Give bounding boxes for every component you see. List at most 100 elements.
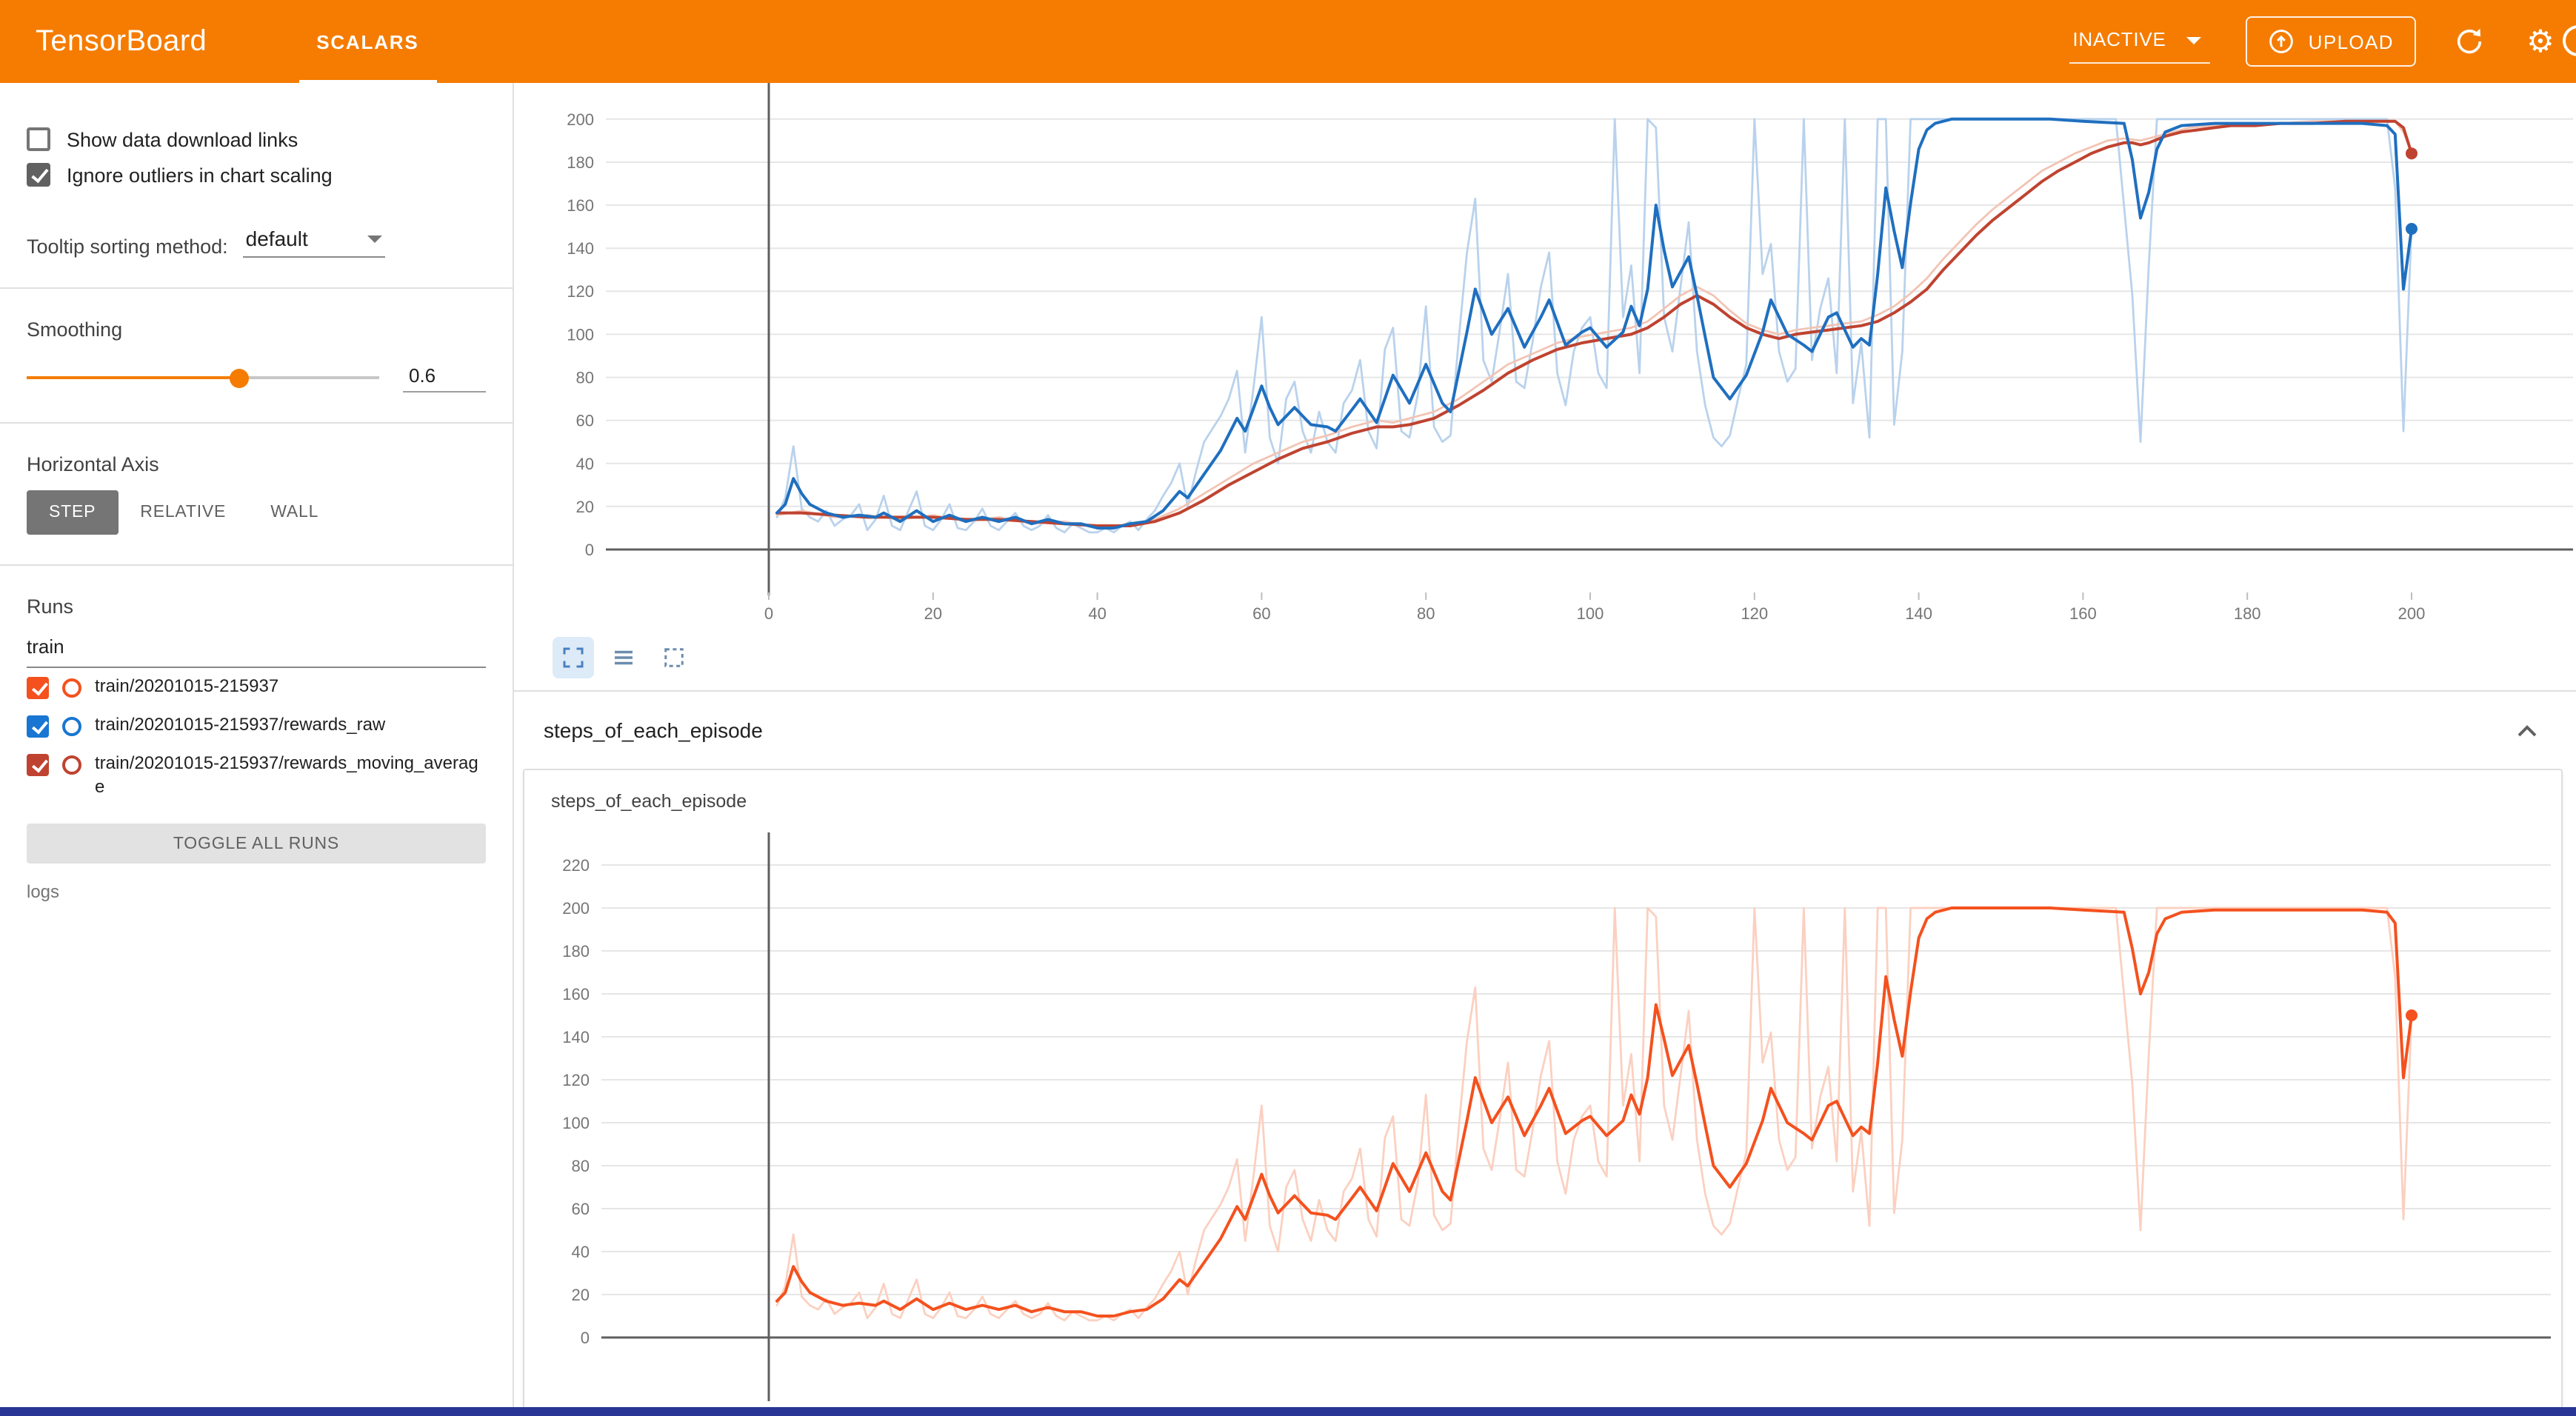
bottom-bar (0, 1407, 2576, 1416)
run-checkbox[interactable] (27, 677, 49, 699)
y-tick-label: 120 (567, 282, 594, 301)
chart-toolbar (514, 637, 2576, 678)
series-line (775, 906, 2413, 1318)
horizontal-axis-label: Horizontal Axis (27, 453, 159, 475)
table-lines-icon (615, 650, 633, 665)
y-tick-label: 120 (562, 1071, 590, 1089)
ignore-outliers-label: Ignore outliers in chart scaling (67, 164, 333, 186)
chart-title: steps_of_each_episode (551, 791, 747, 812)
y-tick-label: 180 (567, 153, 594, 172)
y-tick-label: 20 (576, 498, 594, 516)
x-tick-label: 40 (1088, 604, 1106, 623)
y-tick-label: 200 (567, 110, 594, 129)
smoothing-label: Smoothing (27, 318, 123, 341)
status-dropdown[interactable]: INACTIVE (2069, 19, 2211, 64)
run-color-swatch (62, 717, 81, 736)
status-label: INACTIVE (2072, 28, 2166, 50)
ignore-outliers-checkbox[interactable] (27, 163, 50, 187)
run-row[interactable]: train/20201015-215937/rewards_moving_ave… (0, 745, 513, 806)
y-tick-label: 140 (562, 1028, 590, 1046)
axis-step-button[interactable]: STEP (27, 490, 119, 535)
fit-to-data-icon (664, 648, 684, 667)
y-tick-label: 20 (572, 1286, 590, 1304)
show-download-links-checkbox[interactable] (27, 127, 50, 151)
sidebar-divider (0, 422, 513, 424)
tooltip-sorting-select[interactable]: default (242, 225, 385, 258)
run-row[interactable]: train/20201015-215937 (0, 668, 513, 707)
x-tick-label: 180 (2234, 604, 2261, 623)
chevron-down-icon (2186, 37, 2202, 44)
x-tick-label: 120 (1741, 604, 1768, 623)
run-row[interactable]: train/20201015-215937/rewards_raw (0, 707, 513, 745)
series-line (775, 119, 2413, 527)
run-checkbox[interactable] (27, 715, 49, 738)
y-tick-label: 100 (567, 325, 594, 344)
upload-label: UPLOAD (2308, 30, 2394, 53)
ignore-outliers-row[interactable]: Ignore outliers in chart scaling (0, 157, 513, 193)
y-tick-label: 140 (567, 239, 594, 258)
rewards-chart[interactable]: 0 20 40 60 80 100 120 140 160 180 200 0 20 40 60 80 100 1… (514, 83, 2576, 634)
series-line (775, 118, 2413, 534)
y-tick-label: 180 (562, 942, 590, 961)
run-label: train/20201015-215937/rewards_moving_ave… (95, 752, 478, 797)
tab-scalars[interactable]: SCALARS (284, 0, 451, 83)
upload-button[interactable]: UPLOAD (2246, 16, 2416, 67)
runs-label: Runs (27, 595, 74, 618)
slider-fill (27, 375, 238, 378)
fit-domain-button[interactable] (653, 637, 695, 678)
toggle-all-runs-button[interactable]: TOGGLE ALL RUNS (27, 824, 486, 864)
horizontal-axis-toggle: STEP RELATIVE WALL (0, 490, 513, 535)
header-actions: INACTIVE UPLOAD ⚙ (2069, 16, 2576, 67)
tag-group-header[interactable]: steps_of_each_episode (514, 692, 2576, 769)
y-tick-label: 200 (562, 899, 590, 918)
endpoint-marker (2406, 223, 2417, 235)
x-tick-label: 140 (1905, 604, 1932, 623)
x-tick-label: 200 (2398, 604, 2426, 623)
show-download-links-label: Show data download links (67, 128, 298, 150)
sidebar-divider (0, 287, 513, 289)
show-download-links-row[interactable]: Show data download links (0, 121, 513, 157)
main-divider (514, 690, 2576, 692)
gear-icon: ⚙ (2526, 24, 2555, 59)
y-tick-label: 0 (581, 1329, 590, 1347)
sidebar: Show data download links Ignore outliers… (0, 83, 514, 1416)
refresh-button[interactable] (2452, 24, 2487, 59)
app-header: TensorBoard SCALARS INACTIVE UPLOAD (0, 0, 2576, 83)
y-tick-label: 220 (562, 856, 590, 875)
run-label: train/20201015-215937 (95, 675, 279, 696)
data-table-button[interactable] (603, 637, 644, 678)
main-content: 0 20 40 60 80 100 120 140 160 180 200 0 20 40 60 80 100 1… (514, 83, 2576, 1416)
expand-chart-button[interactable] (553, 637, 594, 678)
smoothing-value-input[interactable]: 0.6 (403, 361, 486, 393)
axis-wall-button[interactable]: WALL (270, 504, 319, 521)
y-tick-label: 160 (567, 196, 594, 215)
tooltip-sorting-value: default (245, 227, 308, 250)
runs-filter-input[interactable] (27, 629, 486, 668)
y-tick-label: 60 (572, 1200, 590, 1218)
upload-icon (2269, 30, 2294, 53)
y-tick-label: 160 (562, 985, 590, 1003)
endpoint-marker (2406, 147, 2417, 160)
y-tick-label: 60 (576, 412, 594, 430)
chevron-down-icon (367, 235, 382, 242)
y-tick-label: 80 (572, 1157, 590, 1175)
x-tick-label: 80 (1417, 604, 1435, 623)
sidebar-divider (0, 564, 513, 566)
smoothing-slider[interactable] (27, 367, 379, 387)
x-tick-label: 60 (1252, 604, 1270, 623)
steps-chart[interactable]: 0 20 40 60 80 100 120 140 160 180 200 220 (524, 821, 2561, 1401)
slider-thumb[interactable] (229, 368, 249, 387)
tag-group-title: steps_of_each_episode (544, 718, 763, 742)
axis-relative-button[interactable]: RELATIVE (140, 504, 227, 521)
series-line (775, 906, 2413, 1322)
chevron-up-icon[interactable] (2517, 724, 2537, 737)
endpoint-marker (2406, 1009, 2417, 1021)
y-tick-label: 0 (585, 541, 594, 559)
run-checkbox[interactable] (27, 754, 49, 776)
tooltip-sorting-label: Tooltip sorting method: (27, 236, 228, 258)
run-color-swatch (62, 755, 81, 775)
y-tick-label: 80 (576, 369, 594, 387)
settings-button[interactable]: ⚙ (2523, 24, 2558, 59)
series-line (775, 117, 2413, 530)
